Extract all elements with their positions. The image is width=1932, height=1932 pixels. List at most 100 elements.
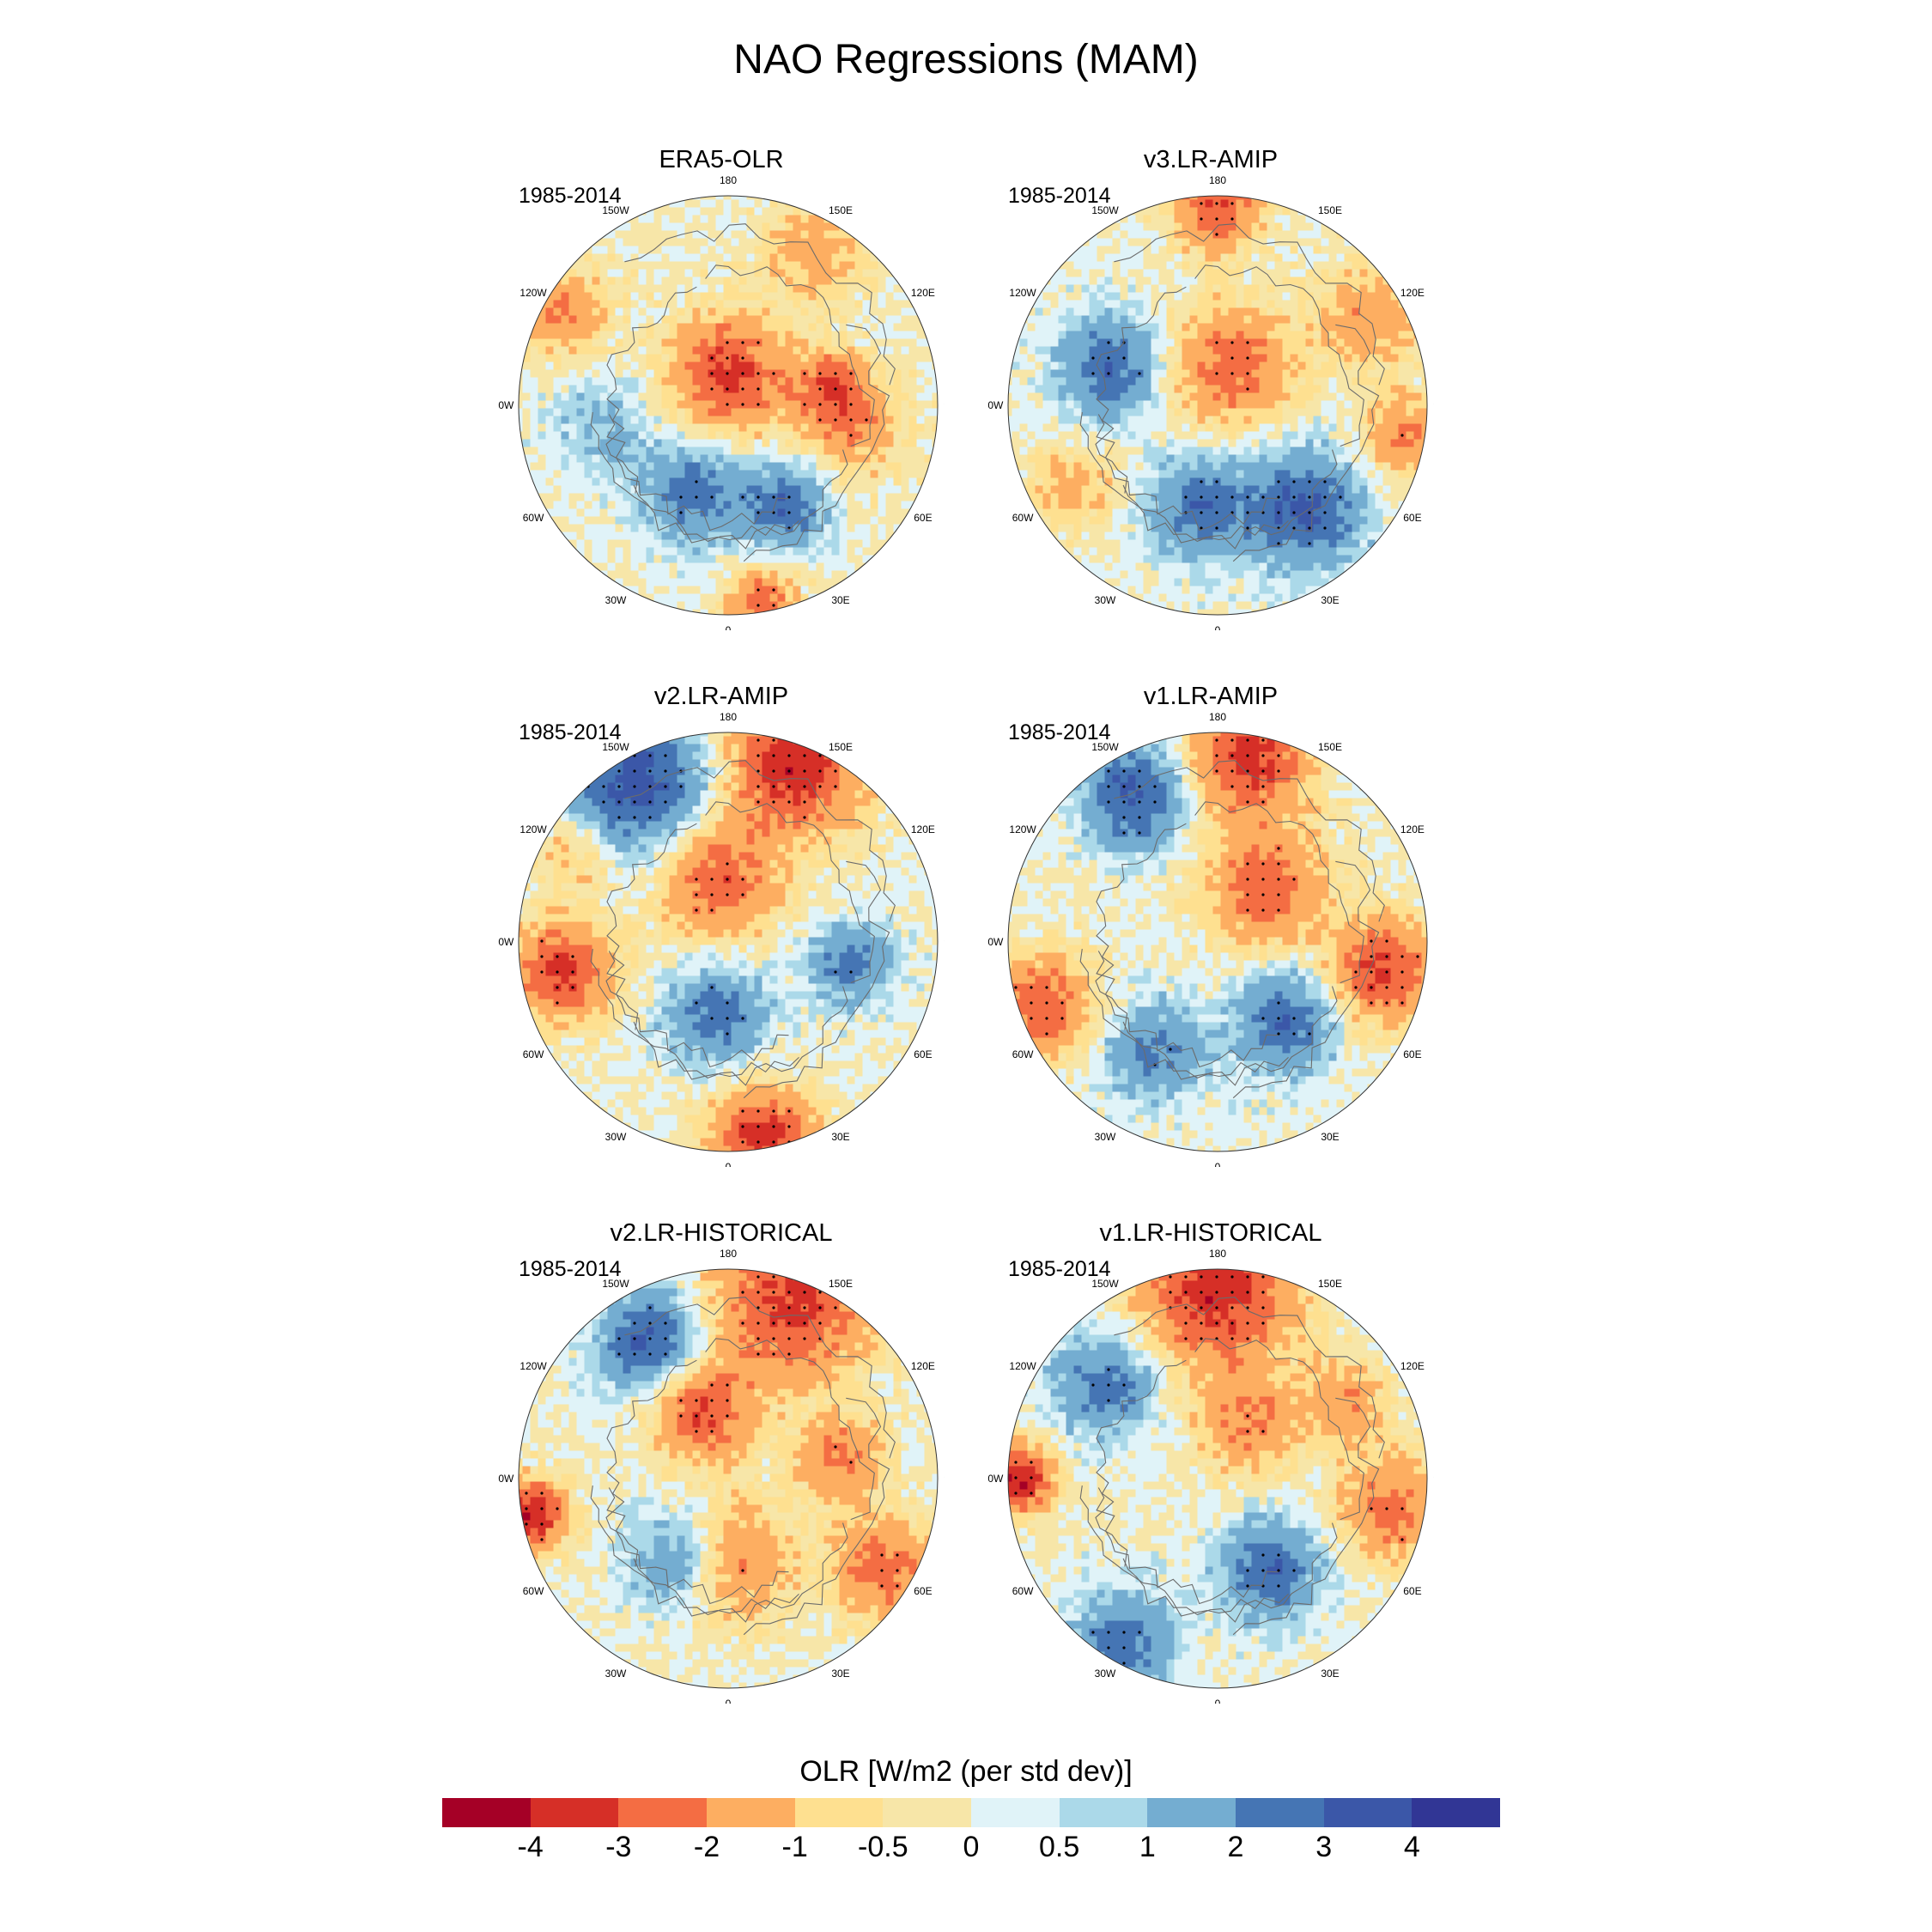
coastlines — [1079, 1297, 1385, 1636]
longitude-label: 60E — [914, 1048, 932, 1060]
polar-map: 180 150E 120E 90E 60E 30E 0 30W 60W 90W 120W 150W — [987, 1248, 1434, 1704]
panel-title: v2.LR-HISTORICAL — [610, 1219, 833, 1247]
longitude-label: 30E — [1321, 1131, 1339, 1143]
longitude-label: 30W — [1095, 1668, 1116, 1680]
map-outline — [518, 732, 939, 1152]
longitude-label: 60W — [1012, 1048, 1034, 1060]
polar-map: 180 150E 120E 90E 60E 30E 0 30W 60W 90W 120W 150W — [498, 174, 945, 630]
longitude-label: 90W — [987, 399, 1004, 411]
longitude-label: 120W — [519, 823, 547, 835]
longitude-label: 180 — [720, 1248, 737, 1260]
longitude-label: 120E — [1400, 287, 1425, 299]
longitude-label: 150W — [602, 204, 629, 216]
longitude-label: 60E — [914, 1585, 932, 1597]
colorbar-swatch — [1323, 1798, 1413, 1827]
colorbar-tick-label: 3 — [1315, 1831, 1333, 1863]
colorbar-tick-label: 2 — [1227, 1831, 1244, 1863]
longitude-label: 30E — [1321, 1668, 1339, 1680]
longitude-label: 150E — [829, 741, 853, 753]
significance-stipple — [1014, 1275, 1404, 1665]
significance-stipple — [679, 341, 868, 607]
colorbar-tick-label: 1 — [1139, 1831, 1156, 1863]
colorbar-swatch — [883, 1798, 972, 1827]
significance-stipple — [525, 1275, 899, 1588]
longitude-label: 30W — [1095, 1131, 1116, 1143]
colorbar-swatch — [442, 1798, 531, 1827]
colorbar-swatch — [618, 1798, 708, 1827]
longitude-label: 60W — [523, 1585, 544, 1597]
longitude-label: 90E — [944, 399, 945, 411]
longitude-label: 150E — [829, 204, 853, 216]
longitude-label: 150W — [602, 741, 629, 753]
significance-stipple — [540, 738, 853, 1144]
longitude-label: 180 — [1209, 1248, 1226, 1260]
colorbar-tick-label: -4 — [517, 1831, 544, 1863]
longitude-label: 150E — [1318, 741, 1342, 753]
longitude-label: 90W — [498, 399, 514, 411]
map-panel-v1-amip: v1.LR-AMIP 1985-2014 180 150E 120E 90E 60E 30… — [987, 683, 1434, 1167]
longitude-label: 30W — [1095, 594, 1116, 606]
longitude-label: 0 — [726, 1698, 732, 1704]
panel-title: ERA5-OLR — [659, 146, 784, 173]
longitude-label: 30E — [831, 1131, 849, 1143]
significance-stipple — [1091, 202, 1404, 545]
longitude-label: 120W — [1009, 1360, 1036, 1372]
longitude-label: 60W — [523, 512, 544, 524]
longitude-label: 120W — [1009, 287, 1036, 299]
map-panel-v1-historical: v1.LR-HISTORICAL 1985-2014 180 150E 120E 90… — [987, 1219, 1434, 1704]
longitude-label: 0 — [726, 1161, 732, 1167]
longitude-label: 60W — [1012, 512, 1034, 524]
panel-period: 1985-2014 — [1008, 720, 1111, 744]
map-panel-v2-historical: v2.LR-HISTORICAL 1985-2014 180 150E 120E 90… — [498, 1219, 945, 1704]
map-panel-era5: ERA5-OLR 1985-2014 180 150E 120E 90E 60E 30E 0… — [498, 146, 945, 630]
longitude-label: 60E — [1403, 1585, 1421, 1597]
longitude-label: 180 — [720, 174, 737, 186]
panel-period: 1985-2014 — [1008, 184, 1111, 208]
longitude-label: 180 — [720, 711, 737, 723]
colorbar-swatch — [1147, 1798, 1236, 1827]
longitude-label: 150W — [1091, 741, 1119, 753]
colorbar-tick-label: 0.5 — [1039, 1831, 1080, 1863]
longitude-label: 120E — [911, 287, 935, 299]
longitude-label: 0 — [1215, 624, 1221, 630]
longitude-label: 150W — [602, 1278, 629, 1290]
panel-period: 1985-2014 — [519, 720, 622, 744]
longitude-label: 30W — [605, 1131, 627, 1143]
longitude-label: 90W — [498, 1473, 514, 1485]
map-outline — [1007, 195, 1428, 616]
coastlines — [1079, 760, 1385, 1099]
longitude-label: 30E — [1321, 594, 1339, 606]
coastlines — [590, 223, 896, 562]
longitude-label: 90E — [944, 1473, 945, 1485]
colorbar-labels: -4 -3 -2 -1 -0.5 0 0.5 1 2 3 4 — [442, 1826, 1500, 1868]
longitude-label: 60W — [523, 1048, 544, 1060]
colorbar — [442, 1798, 1501, 1827]
longitude-label: 120W — [519, 1360, 547, 1372]
longitude-label: 120E — [911, 823, 935, 835]
longitude-label: 180 — [1209, 174, 1226, 186]
longitude-label: 60E — [1403, 1048, 1421, 1060]
map-outline — [1007, 1268, 1428, 1689]
longitude-label: 150W — [1091, 204, 1119, 216]
panel-title: v1.LR-AMIP — [1143, 683, 1279, 710]
longitude-label: 90E — [1433, 936, 1434, 948]
panel-title: v1.LR-HISTORICAL — [1099, 1219, 1322, 1247]
longitude-label: 30E — [831, 594, 849, 606]
longitude-label: 120E — [1400, 823, 1425, 835]
longitude-label: 30W — [605, 594, 627, 606]
panel-period: 1985-2014 — [519, 1257, 622, 1281]
map-panel-v2-amip: v2.LR-AMIP 1985-2014 180 150E 120E 90E 60E 30… — [498, 683, 945, 1167]
longitude-label: 60E — [914, 512, 932, 524]
longitude-label: 150E — [829, 1278, 853, 1290]
panel-period: 1985-2014 — [519, 184, 622, 208]
longitude-label: 90W — [498, 936, 514, 948]
figure-title: NAO Regressions (MAM) — [733, 37, 1199, 82]
map-outline — [518, 1268, 939, 1689]
map-panel-v3-amip: v3.LR-AMIP 1985-2014 180 150E 120E 90E 60E 30… — [987, 146, 1434, 630]
panel-title: v2.LR-AMIP — [653, 683, 789, 710]
longitude-label: 180 — [1209, 711, 1226, 723]
longitude-label: 90E — [1433, 399, 1434, 411]
longitude-label: 60W — [1012, 1585, 1034, 1597]
longitude-label: 60E — [1403, 512, 1421, 524]
coastlines — [590, 1297, 896, 1636]
